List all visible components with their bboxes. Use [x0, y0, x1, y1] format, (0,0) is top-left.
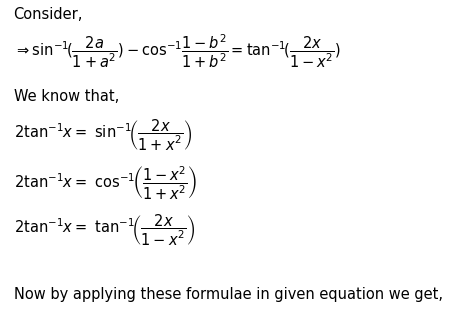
Text: $2\mathrm{tan}^{-1} x = \ \mathrm{tan}^{-1}\!\left(\dfrac{2x}{1-x^2}\right)$: $2\mathrm{tan}^{-1} x = \ \mathrm{tan}^{…: [14, 213, 195, 248]
Text: $2\mathrm{tan}^{-1} x = \ \mathrm{sin}^{-1}\!\left(\dfrac{2x}{1+x^2}\right)$: $2\mathrm{tan}^{-1} x = \ \mathrm{sin}^{…: [14, 118, 192, 153]
Text: Now by applying these formulae in given equation we get,: Now by applying these formulae in given …: [14, 287, 443, 302]
Text: $\Rightarrow \mathrm{sin}^{-1}\!(\dfrac{2a}{1+a^2}) - \mathrm{cos}^{-1}\dfrac{1-: $\Rightarrow \mathrm{sin}^{-1}\!(\dfrac{…: [14, 32, 340, 70]
Text: Consider,: Consider,: [14, 7, 83, 22]
Text: $2\mathrm{tan}^{-1} x = \ \mathrm{cos}^{-1}\!\left(\dfrac{1-x^2}{1+x^2}\right)$: $2\mathrm{tan}^{-1} x = \ \mathrm{cos}^{…: [14, 164, 197, 202]
Text: We know that,: We know that,: [14, 89, 119, 105]
